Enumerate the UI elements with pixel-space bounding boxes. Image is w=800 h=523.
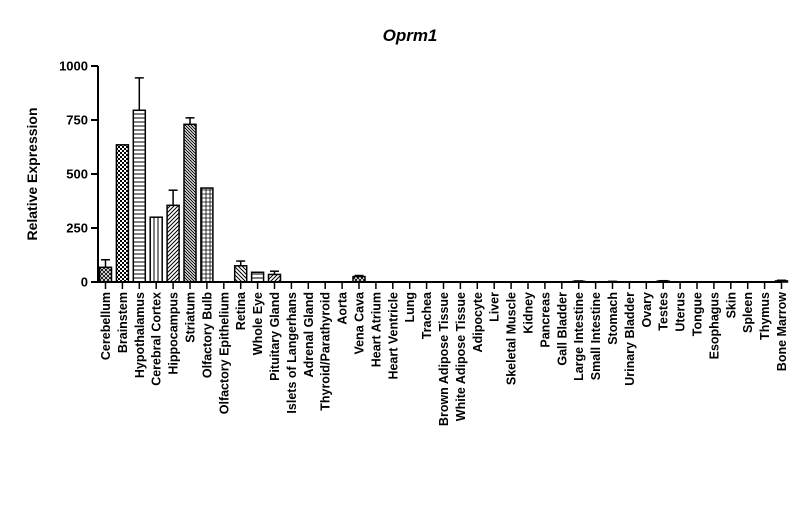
x-tick-label: Testes [657,292,671,331]
x-tick-label: Heart Atrium [369,292,383,367]
x-tick-label: Hypothalamus [133,292,147,378]
x-tick-labels: Cerebellum Brainstem Hypothalamus Cerebral … [99,291,789,426]
x-tick-label: Liver [488,292,502,322]
y-tick-label: 1000 [59,59,88,74]
x-tick-label: Urinary Bladder [623,292,637,386]
x-tick-label: Vena Cava [353,291,367,355]
x-tick-label: Stomach [606,292,620,345]
x-tick-label: Trachea [420,291,434,339]
x-tick-label: Gall Bladder [555,292,569,366]
x-tick-label: Lung [403,292,417,323]
bar [200,187,214,283]
x-tick-label: Brainstem [116,292,130,353]
x-tick-label: Tongue [691,292,705,336]
y-axis: 0 250 500 750 1000 [59,59,99,290]
x-tick-label: Pancreas [538,292,552,348]
x-tick-label: Esophagus [707,292,721,359]
y-tick-label: 750 [66,113,88,128]
x-tick-label: White Adipose Tissue [454,292,468,421]
bar [115,144,130,283]
x-tick-label: Pituitary Gland [268,292,282,381]
x-tick-label: Olfactory Bulb [200,292,214,378]
x-tick-label: Striatum [184,292,198,343]
y-tick-label: 500 [66,167,88,182]
x-tick-label: Spleen [741,292,755,333]
x-tick-label: Aorta [336,291,350,325]
bar [149,216,163,283]
bar [267,273,282,283]
x-tick-label: Olfactory Epithelium [217,292,231,414]
bar [183,123,197,283]
x-axis [98,281,783,289]
x-tick-label: Uterus [674,292,688,332]
x-tick-label: Islets of Langerhans [285,292,299,414]
x-tick-label: Hippocampus [167,292,181,375]
x-tick-label: Whole Eye [251,292,265,355]
y-axis-label: Relative Expression [24,107,40,240]
x-tick-label: Large Intestine [572,292,586,381]
bar [132,109,147,283]
error-bars [101,77,786,283]
x-tick-label: Small Intestine [589,292,603,380]
y-tick-label: 250 [66,221,88,236]
x-tick-label: Bone Marrow [775,292,789,371]
x-tick-label: Brown Adipose Tissue [437,292,451,426]
x-tick-label: Thymus [758,292,772,340]
x-tick-label: Thyroid/Parathyroid [319,292,333,411]
x-tick-label: Skin [724,292,738,318]
x-tick-label: Kidney [522,292,536,334]
x-tick-label: Retina [234,291,248,330]
bar [250,271,265,283]
x-tick-label: Adrenal Gland [302,292,316,377]
bar [233,265,248,283]
x-tick-label: Cerebral Cortex [150,292,164,386]
bar [166,204,180,283]
x-tick-label: Adipocyte [471,292,485,352]
x-tick-label: Cerebellum [99,292,113,360]
bar [98,266,113,283]
chart-title: Oprm1 [383,26,438,45]
bars [98,109,789,283]
y-tick-label: 0 [81,275,88,290]
x-tick-label: Ovary [640,292,654,327]
x-tick-label: Heart Ventricle [386,292,400,380]
x-tick-label: Skeletal Muscle [505,292,519,385]
